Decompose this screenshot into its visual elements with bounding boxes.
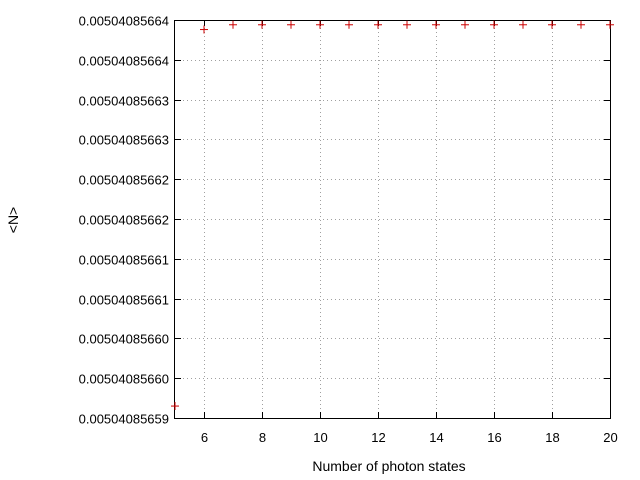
x-tick-label: 10 (313, 430, 327, 445)
x-tick-label: 14 (429, 430, 443, 445)
y-axis-label: <N> (5, 207, 21, 233)
x-tick-label: 20 (603, 430, 617, 445)
data-point (287, 20, 295, 29)
data-point (606, 20, 614, 29)
data-point (374, 20, 382, 29)
data-point (432, 20, 440, 29)
y-tick-label: 0.00504085660 (79, 332, 169, 347)
data-point (519, 20, 527, 29)
y-tick-label: 0.00504085664 (79, 14, 169, 29)
y-tick-label: 0.00504085663 (79, 133, 169, 148)
point-layer (171, 20, 614, 411)
tick-layer: 6 8 10 12 14 16 18 20 0.00504085659 0.00504085660… (79, 14, 618, 446)
y-tick-label: 0.00504085661 (79, 253, 169, 268)
plot-frame (174, 20, 611, 419)
grid-layer (175, 20, 610, 418)
x-tick-label: 18 (545, 430, 559, 445)
data-point (258, 20, 266, 29)
data-point (345, 20, 353, 29)
x-axis-label: Number of photon states (312, 458, 465, 474)
data-point (461, 20, 469, 29)
data-point (548, 20, 556, 29)
data-point (316, 20, 324, 29)
x-tick-label: 8 (259, 430, 266, 445)
x-tick-label: 12 (371, 430, 385, 445)
y-tick-label: 0.00504085659 (79, 412, 169, 427)
data-point (490, 20, 498, 29)
y-tick-label: 0.00504085664 (79, 54, 169, 69)
y-tick-label: 0.00504085662 (79, 173, 169, 188)
y-tick-label: 0.00504085662 (79, 213, 169, 228)
y-tick-label: 0.00504085661 (79, 293, 169, 308)
y-tick-label: 0.00504085663 (79, 94, 169, 109)
x-tick-label: 16 (487, 430, 501, 445)
data-point (171, 402, 179, 411)
data-point (229, 20, 237, 29)
data-point (577, 20, 585, 29)
x-tick-label: 6 (201, 430, 208, 445)
data-point (403, 20, 411, 29)
y-tick-label: 0.00504085660 (79, 372, 169, 387)
data-point (200, 25, 208, 34)
